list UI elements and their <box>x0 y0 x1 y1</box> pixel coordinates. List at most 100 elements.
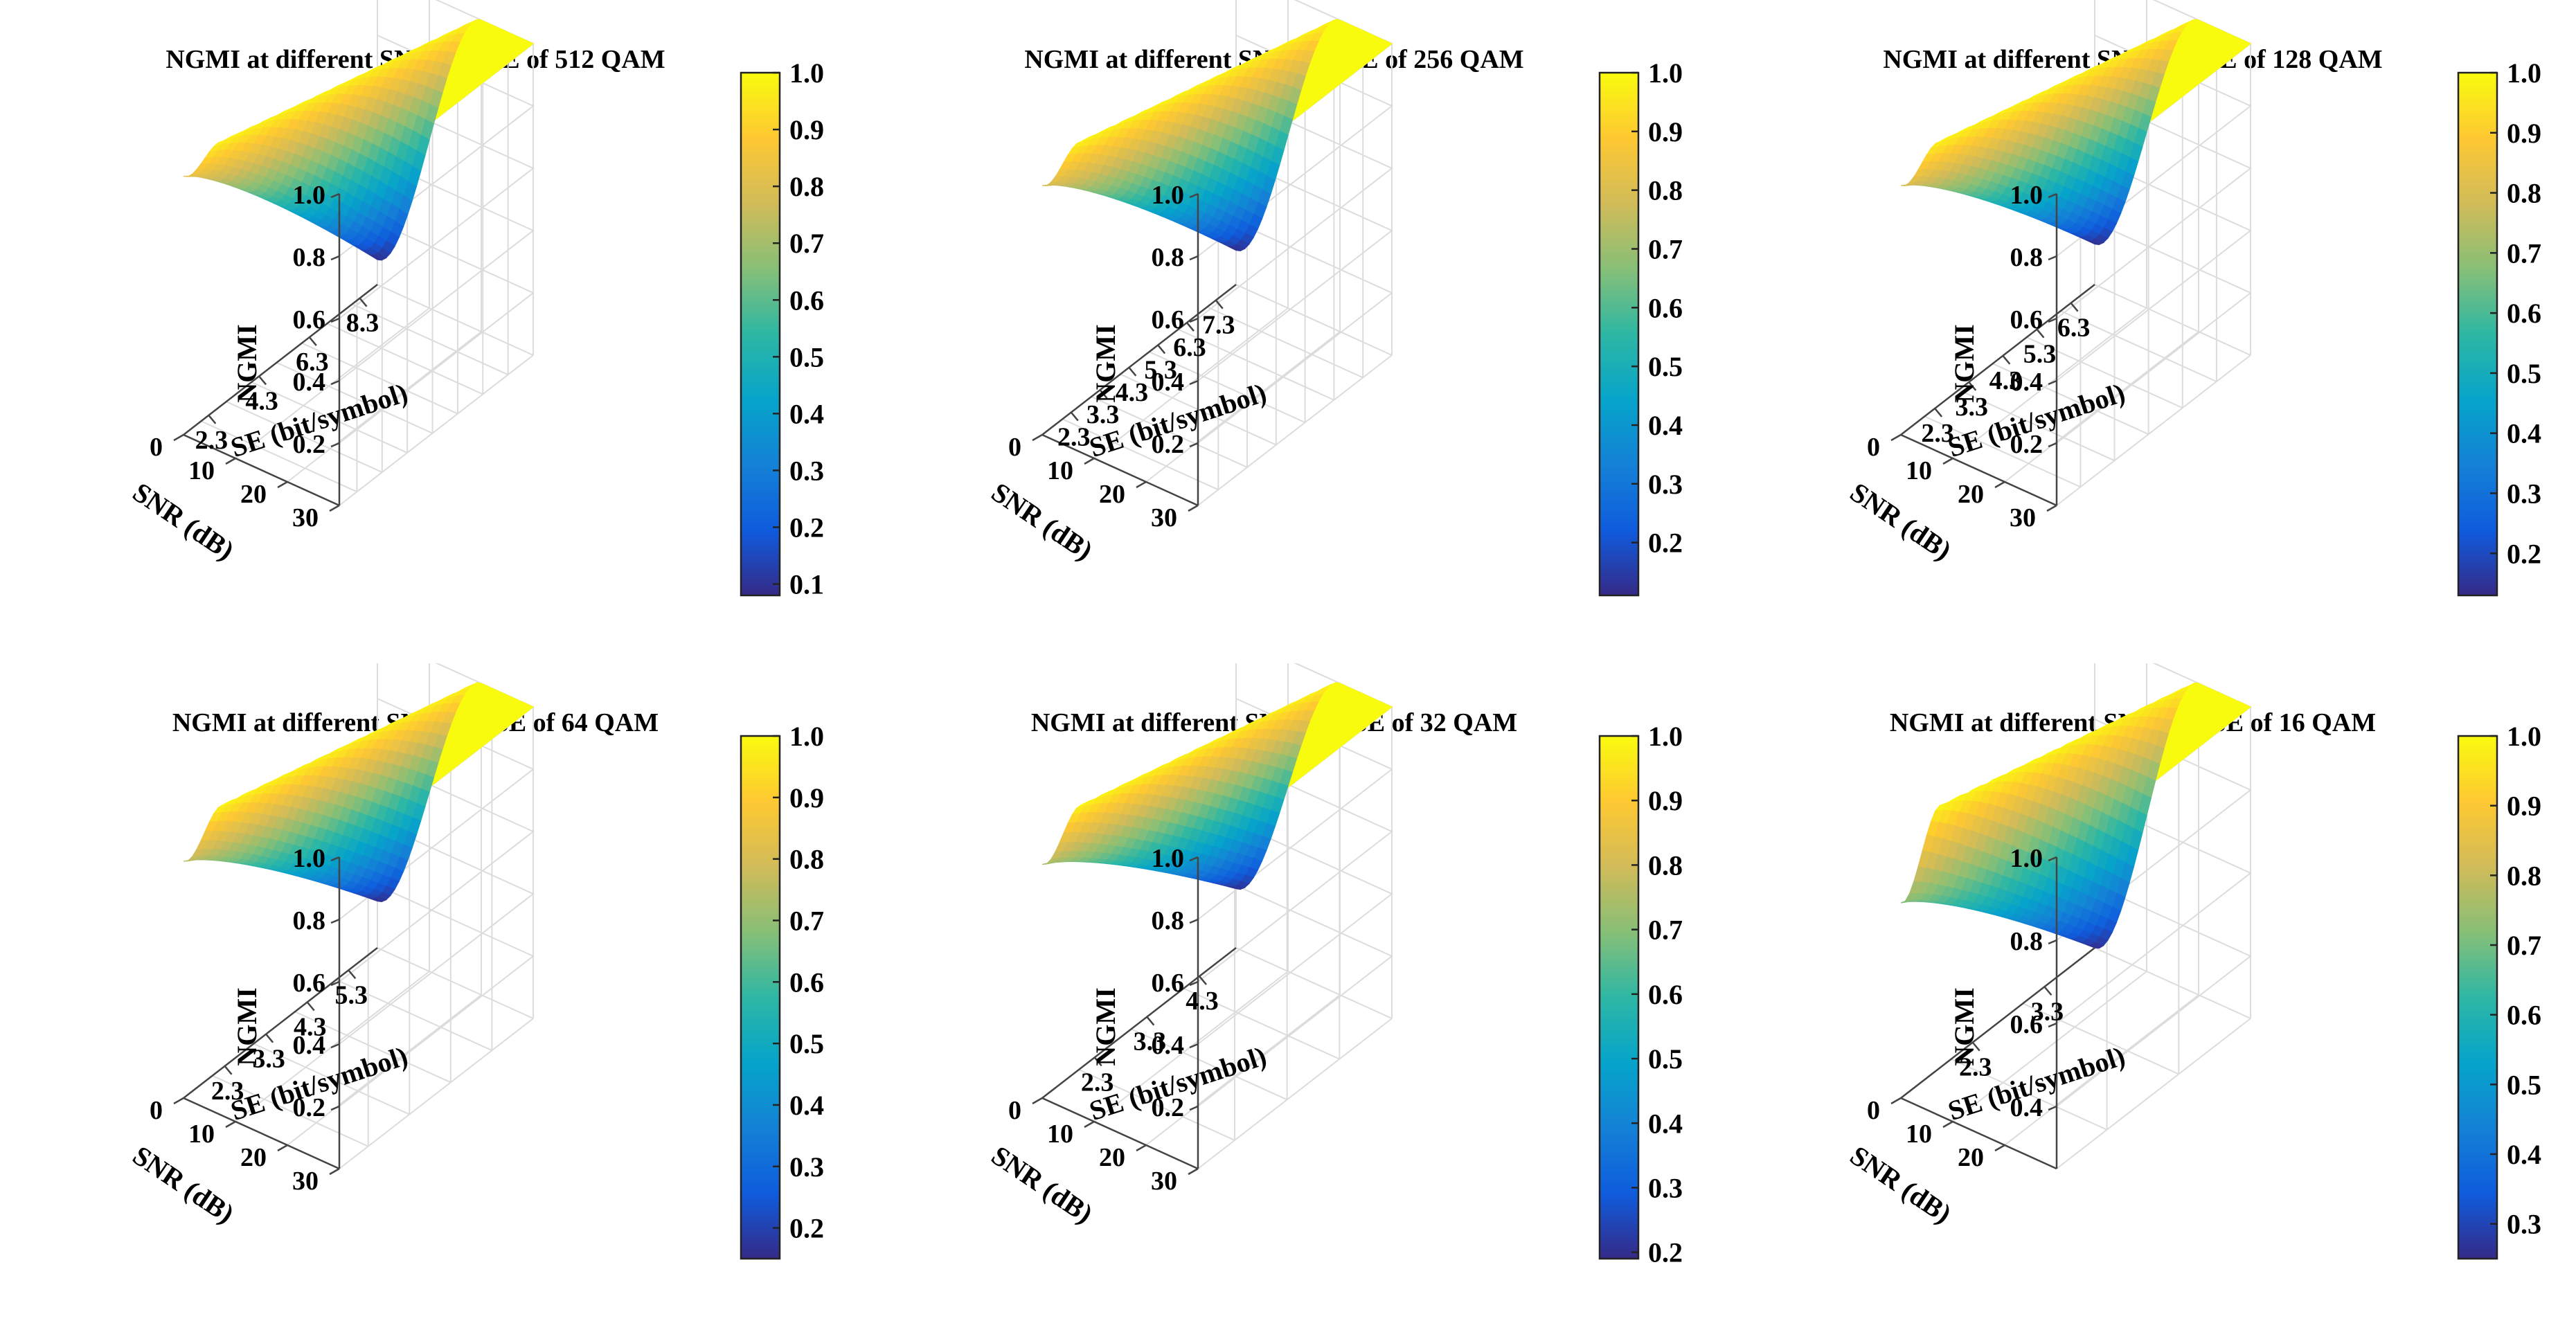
colorbar <box>741 73 780 595</box>
colorbar-tick-label: 0.9 <box>1648 785 1683 816</box>
colorbar-tick-label: 0.2 <box>1648 528 1683 559</box>
snr-tick-label: 30 <box>2010 503 2036 532</box>
colorbar-tick-label: 0.9 <box>1648 116 1683 147</box>
colorbar-tick-label: 0.3 <box>789 455 824 486</box>
colorbar <box>1600 736 1638 1259</box>
snr-tick-label: 20 <box>240 480 267 509</box>
colorbar <box>1600 73 1638 595</box>
se-tick-label: 2.3 <box>1057 423 1091 452</box>
colorbar-tick-label: 0.7 <box>1648 233 1683 264</box>
snr-axis-label: SNR (dB) <box>127 1140 240 1230</box>
ngmi-axis-label: NGMI <box>1949 324 1980 402</box>
colorbar-tick-label: 0.6 <box>789 967 824 998</box>
ngmi-tick-label: 0.6 <box>1152 305 1185 334</box>
colorbar-tick-label: 0.8 <box>789 171 824 202</box>
chart-svg: NGMI at different SNR and SE of 64 QAM0.… <box>0 663 859 1327</box>
colorbar-tick-label: 0.9 <box>2507 118 2541 149</box>
colorbar-gradient <box>1600 736 1638 1259</box>
colorbar-gradient <box>741 736 780 1259</box>
colorbar-tick-label: 0.5 <box>789 1028 824 1059</box>
colorbar-tick-label: 0.4 <box>2507 418 2541 449</box>
colorbar <box>2458 73 2497 595</box>
ngmi-tick-label: 1.0 <box>293 844 326 873</box>
chart-panel-4: NGMI at different SNR and SE of 64 QAM0.… <box>0 663 859 1327</box>
snr-tick-label: 20 <box>1958 480 1984 509</box>
colorbar-tick-label: 0.6 <box>1648 292 1683 323</box>
colorbar-tick-label: 0.3 <box>789 1151 824 1183</box>
snr-tick-label: 10 <box>188 456 215 485</box>
chart-svg: NGMI at different SNR and SE of 512 QAM0… <box>0 0 859 663</box>
ngmi-tick-label: 0.6 <box>293 969 326 998</box>
ngmi-tick-label: 0.8 <box>293 906 326 935</box>
colorbar-tick-label: 0.4 <box>789 1090 824 1121</box>
colorbar-tick-label: 1.0 <box>1648 57 1683 89</box>
snr-axis-label: SNR (dB) <box>986 476 1098 566</box>
colorbar-tick-label: 1.0 <box>789 57 824 89</box>
colorbar-tick-label: 0.2 <box>789 512 824 543</box>
se-tick-label: 4.3 <box>294 1012 327 1041</box>
chart-svg: NGMI at different SNR and SE of 32 QAM0.… <box>859 663 1717 1327</box>
ngmi-axis-label: NGMI <box>231 987 262 1066</box>
ngmi-axis-label: NGMI <box>1090 324 1121 402</box>
snr-tick-label: 20 <box>1099 480 1125 509</box>
se-tick-label: 6.3 <box>296 348 329 377</box>
colorbar-tick-label: 0.3 <box>2507 478 2541 509</box>
colorbar-tick-label: 0.3 <box>1648 1172 1683 1203</box>
chart-svg: NGMI at different SNR and SE of 16 QAM0.… <box>1717 663 2576 1327</box>
colorbar-tick-label: 0.7 <box>2507 237 2541 269</box>
colorbar-tick-label: 0.8 <box>1648 850 1683 881</box>
snr-tick-label: 10 <box>188 1120 215 1149</box>
se-tick-label: 3.3 <box>1134 1027 1167 1057</box>
se-tick-label: 7.3 <box>1202 311 1235 340</box>
se-tick-label: 4.3 <box>1186 987 1219 1016</box>
colorbar-tick-label: 0.4 <box>1648 1108 1683 1139</box>
ngmi-tick-label: 0.6 <box>1152 969 1185 998</box>
chart-svg: NGMI at different SNR and SE of 256 QAM0… <box>859 0 1717 663</box>
ngmi-tick-label: 1.0 <box>1152 181 1185 210</box>
ngmi-tick-label: 0.8 <box>1152 906 1185 935</box>
colorbar-tick-label: 0.7 <box>789 228 824 259</box>
colorbar-tick-label: 0.4 <box>1648 410 1683 441</box>
ngmi-tick-label: 0.8 <box>1152 243 1185 272</box>
chart-panel-2: NGMI at different SNR and SE of 256 QAM0… <box>859 0 1717 663</box>
chart-panel-6: NGMI at different SNR and SE of 16 QAM0.… <box>1717 663 2576 1327</box>
se-tick-label: 5.3 <box>335 980 368 1009</box>
colorbar-tick-label: 0.5 <box>789 341 824 372</box>
colorbar-tick-label: 0.6 <box>1648 979 1683 1010</box>
colorbar-tick-label: 0.9 <box>789 114 824 145</box>
snr-axis-label: SNR (dB) <box>1845 476 1957 566</box>
snr-tick-label: 0 <box>1008 1096 1021 1125</box>
snr-tick-label: 0 <box>1008 433 1021 462</box>
ngmi-axis-label: NGMI <box>231 324 262 402</box>
colorbar-tick-label: 0.7 <box>789 905 824 936</box>
se-tick-label: 2.3 <box>195 426 229 455</box>
ngmi-tick-label: 0.8 <box>293 243 326 272</box>
colorbar-gradient <box>1600 73 1638 595</box>
colorbar-tick-label: 0.1 <box>789 569 824 600</box>
colorbar-tick-label: 0.9 <box>789 782 824 814</box>
colorbar-tick-label: 0.3 <box>1648 469 1683 500</box>
chart-svg: NGMI at different SNR and SE of 128 QAM0… <box>1717 0 2576 663</box>
colorbar-tick-label: 0.5 <box>1648 1043 1683 1075</box>
snr-tick-label: 20 <box>1099 1143 1125 1172</box>
colorbar-tick-label: 0.5 <box>1648 351 1683 382</box>
snr-axis-label: SNR (dB) <box>986 1140 1098 1230</box>
colorbar-tick-label: 0.6 <box>789 285 824 316</box>
snr-tick-label: 10 <box>1047 1120 1073 1149</box>
snr-tick-label: 0 <box>1867 433 1880 462</box>
chart-panel-3: NGMI at different SNR and SE of 128 QAM0… <box>1717 0 2576 663</box>
snr-tick-label: 10 <box>1047 456 1073 485</box>
snr-tick-label: 20 <box>240 1143 267 1172</box>
colorbar-tick-label: 1.0 <box>789 721 824 752</box>
se-tick-label: 5.3 <box>1144 355 1177 384</box>
ngmi-tick-label: 0.6 <box>2010 305 2043 334</box>
ngmi-tick-label: 1.0 <box>1152 844 1185 873</box>
snr-tick-label: 10 <box>1906 456 1932 485</box>
colorbar-tick-label: 0.2 <box>789 1213 824 1244</box>
chart-panel-1: NGMI at different SNR and SE of 512 QAM0… <box>0 0 859 663</box>
colorbar-tick-label: 0.7 <box>1648 915 1683 946</box>
se-tick-label: 6.3 <box>2057 314 2091 343</box>
colorbar-tick-label: 0.2 <box>2507 538 2541 569</box>
snr-tick-label: 30 <box>1151 1167 1177 1196</box>
